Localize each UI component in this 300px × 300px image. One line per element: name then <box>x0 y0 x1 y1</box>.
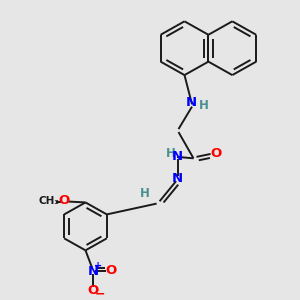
Text: N: N <box>172 172 183 185</box>
Text: CH₃: CH₃ <box>38 196 59 206</box>
Text: −: − <box>94 287 105 300</box>
Text: H: H <box>199 99 208 112</box>
Text: O: O <box>87 284 99 297</box>
Text: O: O <box>105 264 117 277</box>
Text: O: O <box>210 147 222 160</box>
Text: +: + <box>94 261 103 271</box>
Text: O: O <box>59 194 70 208</box>
Text: N: N <box>172 150 183 164</box>
Text: H: H <box>166 147 176 160</box>
Text: N: N <box>87 265 99 278</box>
Text: H: H <box>140 187 150 200</box>
Text: N: N <box>185 96 197 109</box>
